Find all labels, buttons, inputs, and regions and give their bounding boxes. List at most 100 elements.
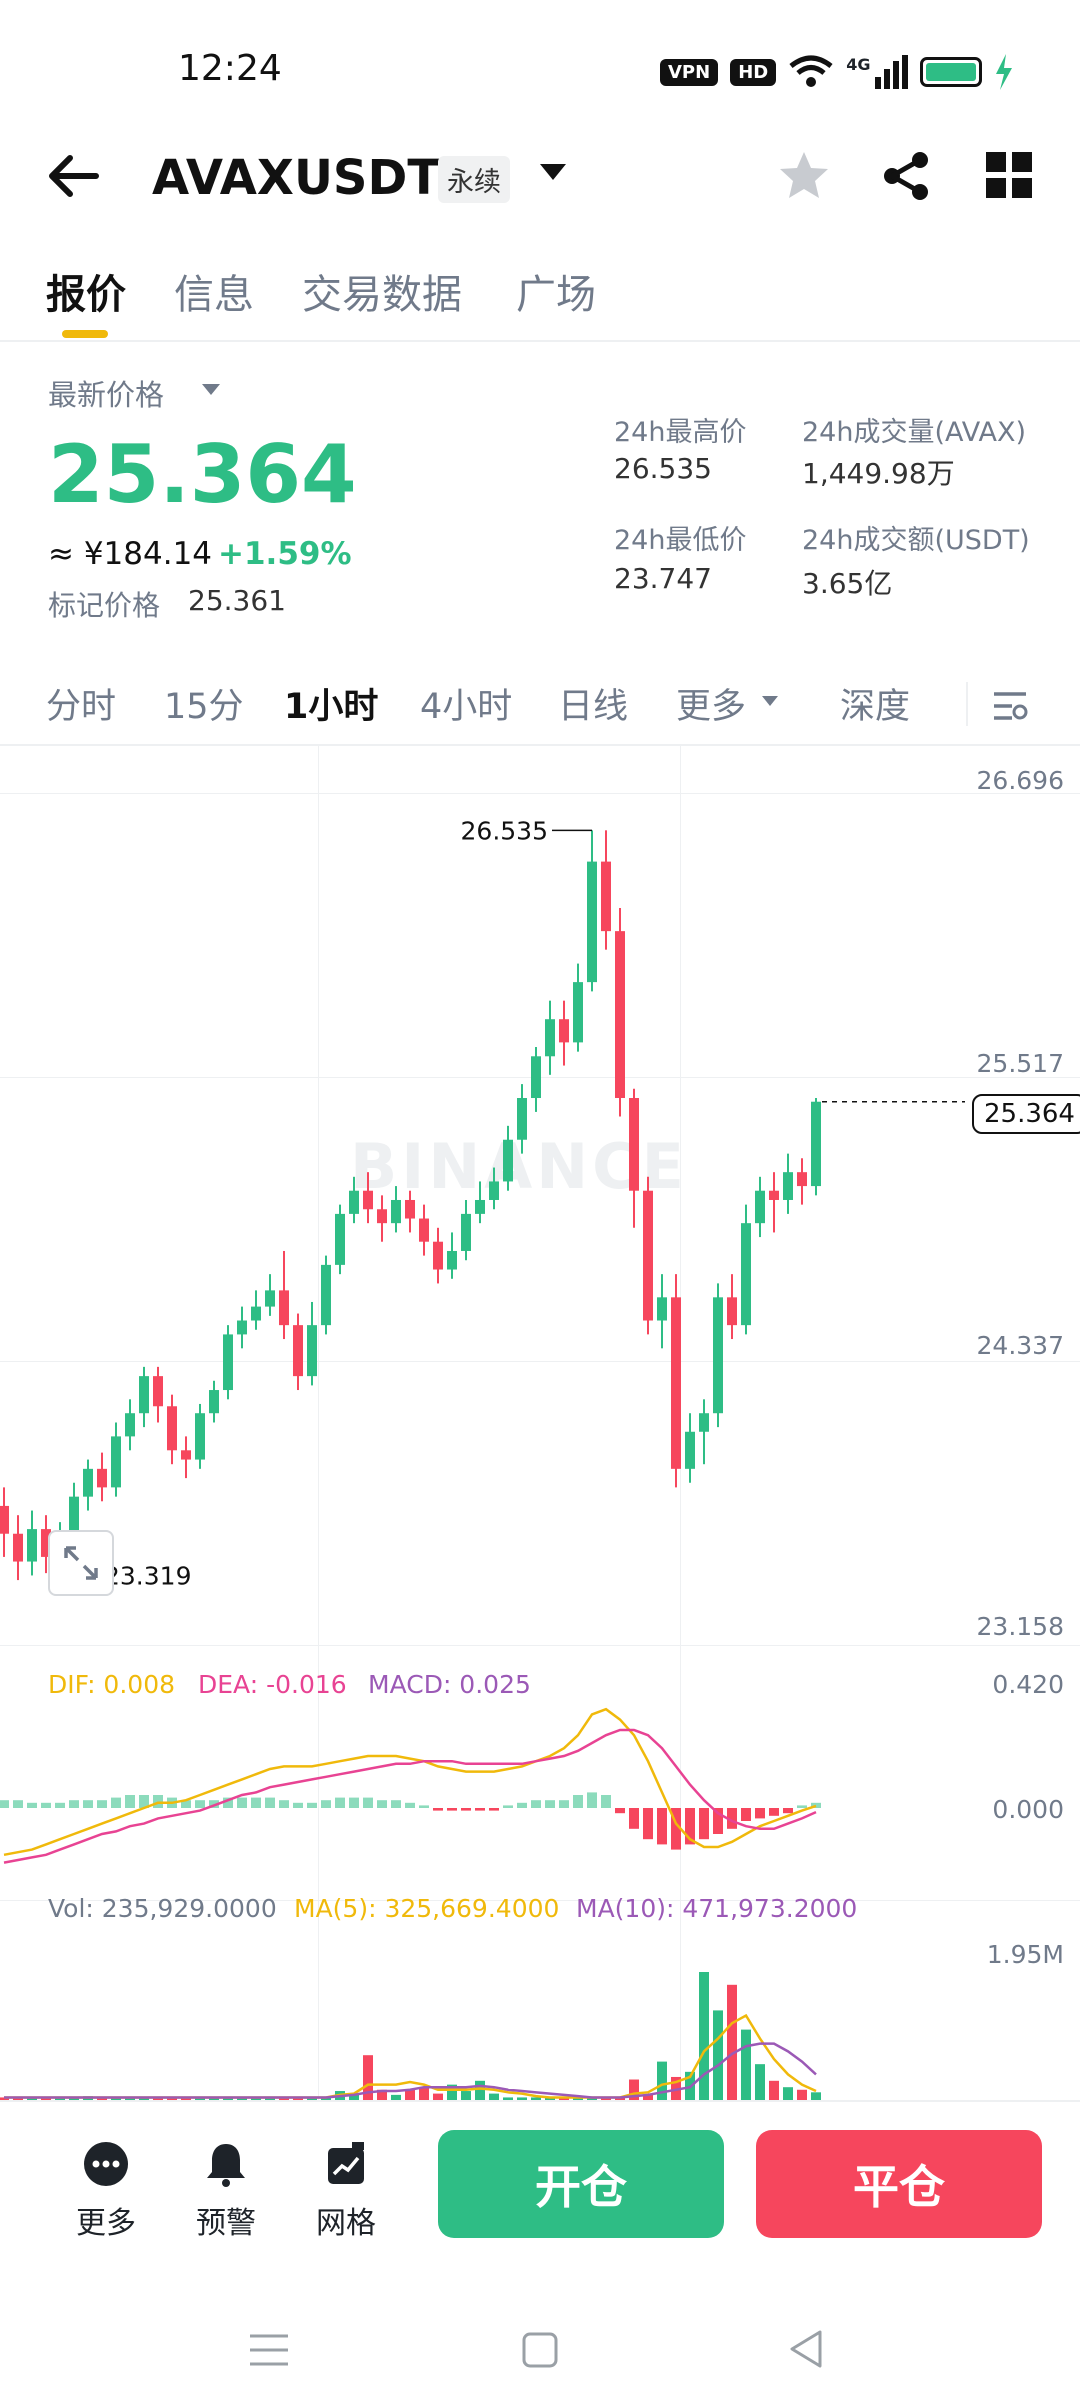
interval-1h[interactable]: 1小时: [284, 687, 379, 727]
macd-histogram-bar: [797, 1805, 807, 1808]
more-label: 更多: [76, 2206, 136, 2241]
charging-icon: [996, 54, 1013, 90]
interval-depth[interactable]: 深度: [840, 687, 911, 727]
caret-down-icon[interactable]: [760, 694, 780, 708]
volume-bar: [55, 2097, 65, 2100]
menu-icon[interactable]: [248, 2330, 290, 2370]
volume-bar: [27, 2097, 37, 2100]
volume-bar: [13, 2097, 23, 2100]
more-button[interactable]: 更多: [56, 2140, 156, 2242]
volume-bar: [769, 2080, 779, 2100]
macd-histogram-bar: [125, 1795, 135, 1808]
candle-body: [699, 1413, 709, 1432]
tab-trading-data[interactable]: 交易数据: [302, 272, 462, 318]
candle-body: [391, 1199, 401, 1224]
macd-histogram-bar: [223, 1797, 233, 1808]
tab-info[interactable]: 信息: [174, 272, 254, 318]
symbol-title[interactable]: AVAXUSDT: [152, 150, 441, 206]
dif-line: [3, 1707, 817, 1857]
macd-histogram-bar: [615, 1808, 625, 1814]
candle-body: [587, 861, 597, 983]
candle-body: [405, 1199, 415, 1219]
candle-body: [783, 1172, 793, 1200]
active-tab-indicator: [62, 330, 108, 338]
volume-bar: [69, 2097, 79, 2100]
macd-histogram-bar: [503, 1805, 513, 1808]
price-axis-label: 24.337: [976, 1331, 1064, 1360]
macd-histogram-bar: [83, 1800, 93, 1808]
latest-price-label[interactable]: 最新价格: [48, 378, 165, 412]
tab-square[interactable]: 广场: [516, 272, 596, 318]
interval-daily[interactable]: 日线: [558, 687, 629, 727]
macd-histogram-bar: [405, 1802, 415, 1808]
back-button[interactable]: [46, 148, 106, 208]
fullscreen-button[interactable]: [48, 1530, 114, 1596]
interval-4h[interactable]: 4小时: [420, 687, 513, 727]
candlestick-chart[interactable]: 26.535 23.319: [0, 745, 1080, 1655]
candle-body: [643, 1190, 653, 1321]
contract-type-badge: 永续: [438, 156, 510, 203]
candle-body: [139, 1376, 149, 1414]
macd-histogram-bar: [713, 1808, 723, 1834]
interval-more[interactable]: 更多: [676, 687, 747, 727]
volume-bar: [713, 2010, 723, 2100]
macd-histogram-bar: [671, 1808, 681, 1850]
chart-settings-icon[interactable]: [990, 686, 1030, 726]
candle-body: [13, 1533, 23, 1562]
candle-body: [517, 1098, 527, 1140]
grid-line: [0, 1361, 1080, 1362]
macd-histogram-bar: [55, 1802, 65, 1808]
candle-body: [209, 1390, 219, 1414]
candle-body: [265, 1290, 275, 1307]
candle-body: [181, 1450, 191, 1460]
volume-bar: [783, 2087, 793, 2100]
interval-time-share[interactable]: 分时: [46, 687, 117, 727]
candle-body: [363, 1190, 373, 1210]
volume-bar: [447, 2084, 457, 2100]
macd-histogram-bar: [755, 1808, 765, 1819]
interval-15m[interactable]: 15分: [164, 687, 244, 727]
home-icon[interactable]: [520, 2330, 560, 2370]
macd-histogram-bar: [685, 1808, 695, 1845]
close-position-button[interactable]: 平仓: [756, 2130, 1042, 2238]
candle-body: [531, 1056, 541, 1099]
arrow-left-icon: [49, 155, 99, 197]
candle-body: [727, 1297, 737, 1326]
candle-body: [335, 1213, 345, 1265]
macd-histogram-bar: [139, 1795, 149, 1808]
volume-bar: [657, 2061, 667, 2100]
dif-label: DIF: 0.008: [48, 1670, 176, 1699]
candle-body: [433, 1241, 443, 1270]
macd-histogram-bar: [181, 1800, 191, 1808]
candle-body: [685, 1431, 695, 1469]
star-icon[interactable]: [776, 148, 832, 204]
volume-bar: [811, 2092, 821, 2100]
candle-body: [167, 1406, 177, 1451]
bell-icon: [207, 2144, 245, 2187]
open-position-button[interactable]: 开仓: [438, 2130, 724, 2238]
symbol-dropdown-icon[interactable]: [536, 158, 570, 188]
macd-histogram-bar: [251, 1797, 261, 1808]
volume-bar: [97, 2097, 107, 2100]
volume-bar: [139, 2097, 149, 2100]
volume-bar: [181, 2097, 191, 2100]
grid-menu-icon[interactable]: [984, 150, 1034, 200]
back-nav-icon[interactable]: [786, 2328, 826, 2370]
macd-histogram-bar: [699, 1808, 709, 1840]
caret-down-icon[interactable]: [200, 382, 222, 398]
macd-histogram-bar: [195, 1800, 205, 1808]
volume-label: Vol: 235,929.0000: [48, 1894, 277, 1923]
price-axis-label: 26.696: [976, 766, 1064, 795]
alert-button[interactable]: 预警: [176, 2140, 276, 2242]
share-icon[interactable]: [878, 148, 934, 204]
interval-bar: 分时 15分 1小时 4小时 日线 更多 深度: [0, 668, 1080, 746]
grid-trading-button[interactable]: 网格: [296, 2140, 396, 2242]
vpn-icon: VPN: [660, 58, 719, 86]
volume-bar: [349, 2094, 359, 2100]
volume-bar: [153, 2097, 163, 2100]
macd-histogram-bar: [447, 1808, 457, 1811]
volume-bar: [615, 2097, 625, 2100]
tab-quote[interactable]: 报价: [46, 272, 126, 318]
volume-bar: [111, 2097, 121, 2100]
macd-histogram-bar: [279, 1800, 289, 1808]
